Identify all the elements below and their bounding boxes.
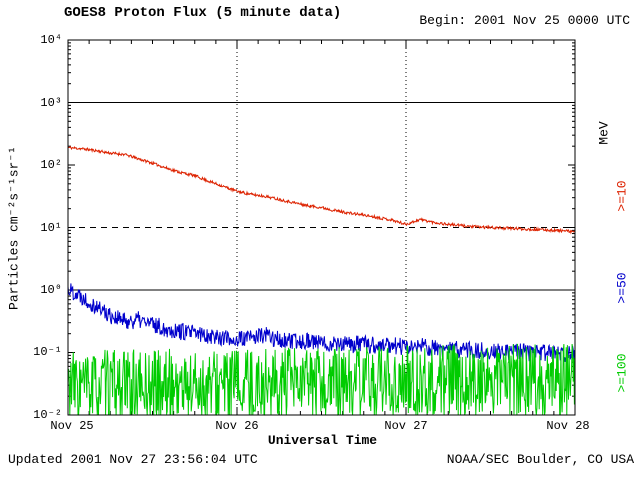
y-tick-1e1: 10¹ — [40, 221, 62, 235]
x-axis-label: Universal Time — [267, 433, 378, 448]
series-label-ge100: >=100 — [614, 353, 630, 393]
x-tick-nov26: Nov 26 — [215, 419, 259, 433]
updated-timestamp: Updated 2001 Nov 27 23:56:04 UTC — [8, 452, 258, 467]
series-label-ge50: >=50 — [614, 272, 630, 304]
series-label-ge10: >=10 — [614, 180, 630, 212]
y-tick-1e4: 10⁴ — [40, 33, 62, 47]
x-tick-nov28: Nov 28 — [546, 419, 590, 433]
x-tick-nov27: Nov 27 — [384, 419, 428, 433]
y-tick-1e3: 10³ — [40, 96, 62, 110]
y-tick-1e0: 10⁰ — [40, 283, 62, 297]
credit-label: NOAA/SEC Boulder, CO USA — [446, 452, 634, 467]
x-tick-nov25: Nov 25 — [50, 419, 94, 433]
y-tick-1e2: 10² — [40, 158, 62, 172]
chart-title: GOES8 Proton Flux (5 minute data) — [64, 5, 342, 21]
y-tick-1e-1: 10⁻¹ — [33, 345, 62, 359]
right-axis-title-mev: MeV — [596, 121, 612, 145]
y-tick-1e-2: 10⁻² — [33, 408, 62, 422]
begin-time-label: Begin: 2001 Nov 25 0000 UTC — [419, 13, 630, 28]
